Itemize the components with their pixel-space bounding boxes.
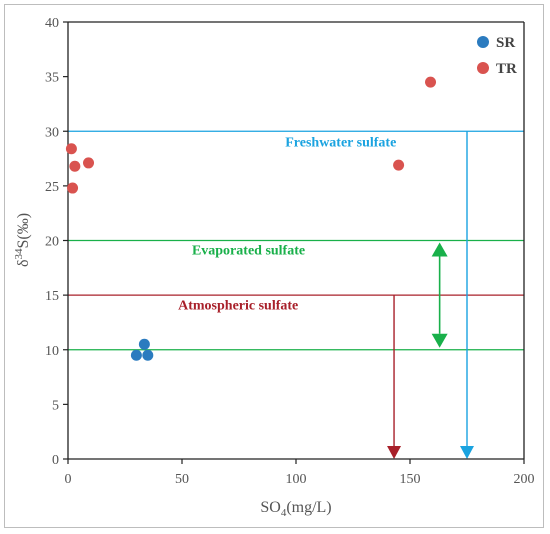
data-point-sr [130, 349, 142, 361]
arrow-head [387, 446, 402, 459]
annotation-label: Freshwater sulfate [285, 136, 396, 151]
data-point-tr [67, 182, 79, 194]
reference-lines [68, 130, 524, 351]
annotations: Freshwater sulfate Evaporated sulfate Atmo… [178, 136, 396, 314]
y-tick-label: 20 [45, 235, 59, 250]
data-point-tr [83, 157, 95, 169]
x-tick-label: 0 [65, 472, 72, 487]
legend-label: SR [496, 35, 515, 51]
y-tick-label: 35 [45, 71, 59, 86]
y-tick-label: 25 [45, 180, 59, 195]
x-tick-label: 150 [400, 472, 421, 487]
double-arrow-head-up [431, 242, 448, 257]
legend: SR TR [477, 35, 517, 77]
y-tick-label: 40 [45, 16, 59, 31]
legend-marker [477, 62, 489, 74]
x-axis-label: SO4(mg/L) [260, 499, 331, 519]
y-tick-label: 0 [52, 453, 59, 468]
ticks: 0 50 100 150 200 0 5 10 15 20 25 30 35 40 [45, 16, 535, 487]
legend-marker [477, 36, 489, 48]
y-tick-label: 10 [45, 344, 59, 359]
data-point-sr [142, 349, 154, 361]
data-point-sr [138, 338, 150, 350]
x-tick-label: 50 [175, 472, 189, 487]
figure-frame [4, 4, 544, 528]
arrow-head [460, 446, 474, 459]
data-point-tr [393, 159, 405, 171]
x-tick-label: 200 [514, 472, 535, 487]
data-points [65, 76, 437, 361]
x-tick-label: 100 [286, 472, 307, 487]
y-tick-label: 30 [45, 125, 59, 140]
annotation-label: Evaporated sulfate [192, 244, 305, 259]
y-tick-label: 15 [45, 289, 59, 304]
data-point-tr [425, 76, 437, 88]
double-arrow-head-down [431, 333, 448, 348]
legend-label: TR [496, 61, 517, 77]
annotation-label: Atmospheric sulfate [178, 298, 298, 313]
y-tick-label: 5 [52, 398, 59, 413]
data-point-tr [69, 160, 81, 172]
y-axis-label: δ34S(‰) [13, 213, 32, 267]
data-point-tr [65, 143, 77, 155]
arrows [387, 131, 474, 459]
